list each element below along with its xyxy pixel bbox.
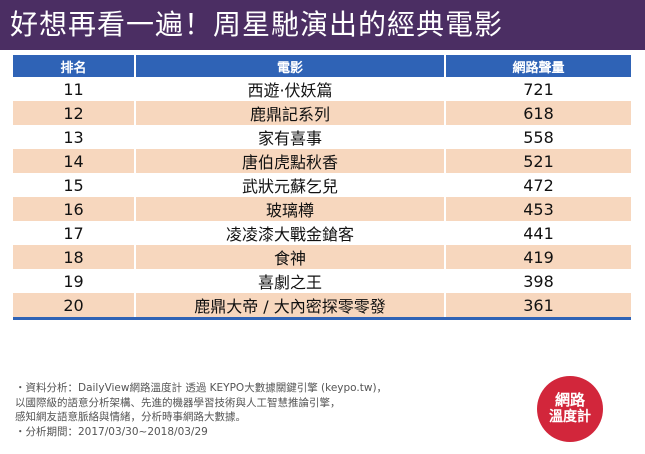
movie-cell: 鹿鼎大帝 / 大內密探零零發 — [134, 293, 445, 320]
rank-cell: 18 — [13, 245, 135, 269]
header-volume: 網路聲量 — [444, 55, 631, 77]
table-row: 18 食神 419 — [13, 245, 631, 269]
volume-cell: 419 — [444, 245, 631, 269]
movie-cell: 玻璃樽 — [134, 197, 445, 221]
footnote-line: 以國際級的語意分析架構、先進的機器學習技術與人工智慧推論引擎， — [15, 396, 341, 409]
movie-cell: 武狀元蘇乞兒 — [134, 173, 445, 197]
rank-cell: 11 — [13, 77, 135, 101]
header-rank: 排名 — [13, 55, 135, 77]
volume-cell: 453 — [444, 197, 631, 221]
volume-cell: 618 — [444, 101, 631, 125]
footnote-line: 感知網友語意脈絡與情緒，分析時事網路大數據。 — [15, 411, 246, 423]
table-row: 20 鹿鼎大帝 / 大內密探零零發 361 — [13, 293, 631, 320]
logo-text-line1: 網路 — [554, 391, 585, 409]
footnote-line: ・分析期間：2017/03/30~2018/03/29 — [15, 425, 208, 438]
volume-cell: 472 — [444, 173, 631, 197]
movie-cell: 凌凌漆大戰金鎗客 — [134, 221, 445, 245]
table-row: 13 家有喜事 558 — [13, 125, 631, 149]
rank-cell: 19 — [13, 269, 135, 293]
volume-cell: 558 — [444, 125, 631, 149]
table-row: 15 武狀元蘇乞兒 472 — [13, 173, 631, 197]
volume-cell: 521 — [444, 149, 631, 173]
dailyview-logo: 網路 溫度計 — [537, 376, 603, 442]
table-row: 11 西遊·伏妖篇 721 — [13, 77, 631, 101]
volume-cell: 398 — [444, 269, 631, 293]
ranking-table: 排名 電影 網路聲量 11 西遊·伏妖篇 721 12 鹿鼎記系列 618 13 — [13, 55, 631, 320]
rank-cell: 14 — [13, 149, 135, 173]
volume-cell: 361 — [444, 293, 631, 320]
movie-cell: 食神 — [134, 245, 445, 269]
page-title: 好想再看一遍！周星馳演出的經典電影 — [0, 0, 645, 50]
movie-cell: 唐伯虎點秋香 — [134, 149, 445, 173]
movie-cell: 西遊·伏妖篇 — [134, 77, 445, 101]
table-header-row: 排名 電影 網路聲量 — [13, 55, 631, 77]
header-movie: 電影 — [134, 55, 445, 77]
volume-cell: 721 — [444, 77, 631, 101]
table-row: 16 玻璃樽 453 — [13, 197, 631, 221]
table-row: 17 凌凌漆大戰金鎗客 441 — [13, 221, 631, 245]
movie-cell: 鹿鼎記系列 — [134, 101, 445, 125]
footnote-line: ・資料分析：DailyView網路溫度計 透過 KEYPO大數據關鍵引擎 (ke… — [15, 382, 388, 394]
rank-cell: 20 — [13, 293, 135, 320]
rank-cell: 17 — [13, 221, 135, 245]
table-row: 14 唐伯虎點秋香 521 — [13, 149, 631, 173]
table-row: 19 喜劇之王 398 — [13, 269, 631, 293]
table-row: 12 鹿鼎記系列 618 — [13, 101, 631, 125]
movie-cell: 喜劇之王 — [134, 269, 445, 293]
rank-cell: 13 — [13, 125, 135, 149]
rank-cell: 15 — [13, 173, 135, 197]
ranking-table-container: 排名 電影 網路聲量 11 西遊·伏妖篇 721 12 鹿鼎記系列 618 13 — [13, 55, 631, 320]
rank-cell: 16 — [13, 197, 135, 221]
movie-cell: 家有喜事 — [134, 125, 445, 149]
logo-text-line2: 溫度計 — [549, 409, 591, 425]
volume-cell: 441 — [444, 221, 631, 245]
source-footnote: ・資料分析：DailyView網路溫度計 透過 KEYPO大數據關鍵引擎 (ke… — [15, 381, 515, 439]
rank-cell: 12 — [13, 101, 135, 125]
